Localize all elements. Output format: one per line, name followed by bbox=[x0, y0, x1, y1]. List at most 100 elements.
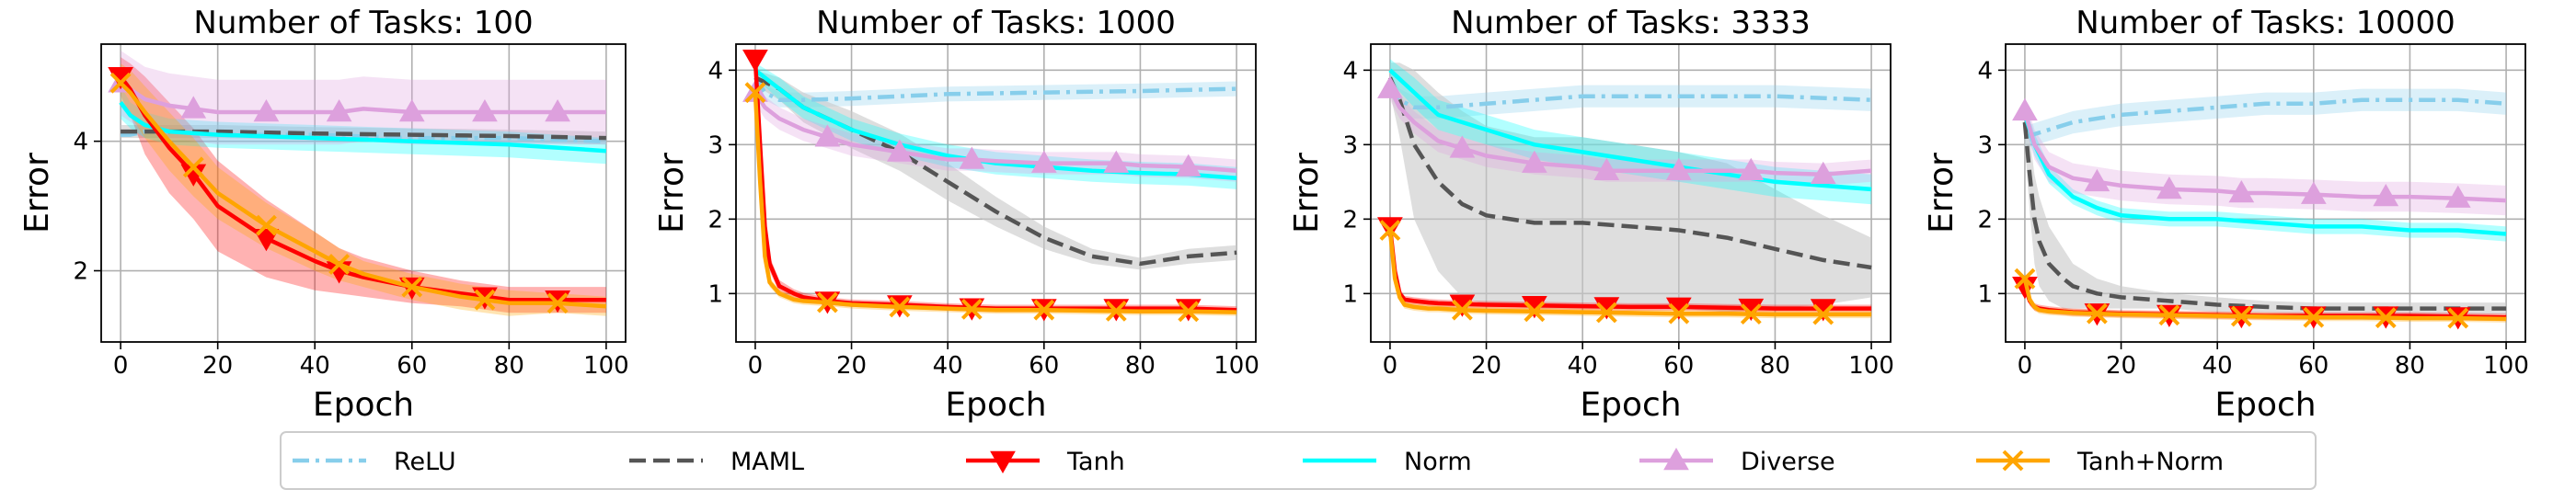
band-norm bbox=[2024, 103, 2507, 242]
x-tick-label: 80 bbox=[1125, 352, 1156, 380]
legend-item-tanh: Tanh bbox=[966, 448, 1125, 476]
marker-tanhnorm bbox=[2230, 305, 2252, 327]
x-tick-label: 20 bbox=[202, 352, 233, 380]
series-line-maml bbox=[121, 129, 606, 141]
x-tick-label: 20 bbox=[1471, 352, 1501, 380]
y-tick-label: 1 bbox=[1342, 280, 1358, 308]
y-tick-label: 2 bbox=[707, 206, 723, 233]
x-axis-label: Epoch bbox=[2214, 386, 2316, 424]
x-tick-label: 20 bbox=[2106, 352, 2136, 380]
band-relu bbox=[1389, 74, 1872, 119]
plot-frame bbox=[2005, 43, 2526, 343]
marker-tanh bbox=[742, 49, 768, 73]
marker-diverse bbox=[959, 146, 985, 169]
marker-tanhnorm bbox=[816, 291, 838, 313]
marker-diverse bbox=[2228, 179, 2255, 203]
series-line-tanh bbox=[119, 74, 606, 302]
marker-tanhnorm bbox=[2303, 306, 2325, 328]
marker-tanhnorm bbox=[1668, 302, 1690, 325]
x-tick-label: 20 bbox=[836, 352, 867, 380]
y-tick-label: 2 bbox=[1342, 206, 1358, 233]
plot-area bbox=[1377, 59, 1872, 325]
series-line-diverse bbox=[119, 81, 606, 115]
marker-diverse bbox=[1522, 150, 1547, 173]
y-tick-label: 2 bbox=[73, 258, 88, 286]
legend-label: Norm bbox=[1404, 448, 1472, 476]
marker-diverse bbox=[2444, 185, 2471, 208]
plot-frame bbox=[100, 43, 627, 343]
marker-tanhnorm bbox=[2375, 307, 2397, 329]
x-tick-label: 0 bbox=[113, 352, 129, 380]
y-axis-label: Error bbox=[1923, 153, 1961, 233]
legend-marker bbox=[2002, 450, 2024, 472]
band-relu bbox=[2024, 88, 2507, 149]
series-line-relu bbox=[2024, 97, 2507, 140]
band-relu bbox=[754, 70, 1237, 108]
plot-frame bbox=[735, 43, 1257, 343]
marker-tanhnorm bbox=[1178, 301, 1200, 323]
series-line-tanhnorm bbox=[753, 92, 1237, 314]
marker-tanhnorm-stroke bbox=[816, 291, 838, 313]
y-tick-label: 4 bbox=[1977, 57, 1993, 85]
marker-diverse bbox=[1593, 157, 1620, 180]
marker-diverse bbox=[398, 98, 425, 122]
x-tick-label: 100 bbox=[1848, 352, 1894, 380]
legend-label: ReLU bbox=[394, 448, 456, 476]
x-tick-label: 40 bbox=[2202, 352, 2233, 380]
legend-item-tanhnorm: Tanh+Norm bbox=[1976, 448, 2224, 476]
marker-tanhnorm bbox=[960, 298, 983, 320]
series-line-tanhnorm bbox=[2022, 278, 2507, 322]
series-line-diverse bbox=[2022, 110, 2507, 203]
marker-diverse bbox=[1810, 161, 1836, 184]
panel-title: Number of Tasks: 10000 bbox=[2076, 5, 2455, 41]
legend: ReLU MAML Tanh Norm Diverse Tanh+Norm bbox=[280, 431, 2317, 490]
band-maml bbox=[754, 70, 1237, 270]
marker-tanhnorm-stroke bbox=[2375, 307, 2397, 329]
marker-tanhnorm bbox=[109, 72, 132, 94]
series-line-diverse bbox=[1387, 87, 1872, 176]
marker-tanhnorm bbox=[2014, 268, 2036, 290]
x-tick-label: 40 bbox=[1568, 352, 1598, 380]
x-tick-label: 80 bbox=[494, 352, 524, 380]
panel-1: 0 20 40 60 80 100 2 4 Number of Tasks: 100 Epoch E… bbox=[18, 5, 629, 424]
marker-diverse bbox=[814, 124, 841, 147]
x-tick-label: 100 bbox=[2483, 352, 2529, 380]
plot-area bbox=[2012, 88, 2507, 330]
marker-diverse bbox=[1449, 135, 1476, 158]
series-line-diverse bbox=[753, 91, 1237, 173]
marker-tanhnorm-stroke bbox=[2447, 307, 2469, 329]
y-tick-label: 1 bbox=[707, 280, 723, 308]
marker-diverse bbox=[1175, 154, 1202, 176]
marker-tanhnorm-stroke bbox=[109, 72, 132, 94]
y-tick-label: 3 bbox=[1977, 131, 1993, 159]
x-tick-label: 0 bbox=[2018, 352, 2033, 380]
marker-tanhnorm-stroke bbox=[1033, 299, 1055, 321]
marker-diverse bbox=[2084, 168, 2110, 192]
panel-2: 0 20 40 60 80 100 1 2 3 4 Number of Tasks: 1000 Epo… bbox=[653, 5, 1259, 424]
legend-label: MAML bbox=[730, 448, 804, 476]
x-tick-label: 0 bbox=[748, 352, 764, 380]
plot-frame bbox=[1370, 43, 1892, 343]
legend-marker bbox=[990, 450, 1016, 474]
marker-tanhnorm-stroke bbox=[1379, 220, 1401, 241]
series-line-relu bbox=[753, 76, 1237, 102]
panel-title: Number of Tasks: 100 bbox=[193, 5, 533, 41]
y-tick-label: 4 bbox=[1342, 57, 1358, 85]
legend-item-relu: ReLU bbox=[293, 448, 456, 476]
legend-marker bbox=[1663, 447, 1689, 471]
marker-diverse bbox=[472, 98, 498, 122]
marker-diverse bbox=[2156, 176, 2182, 199]
marker-tanh bbox=[253, 229, 280, 252]
marker-diverse bbox=[1103, 150, 1130, 173]
y-tick-label: 4 bbox=[707, 57, 723, 85]
series-line-relu bbox=[1388, 84, 1872, 110]
x-tick-label: 80 bbox=[2395, 352, 2425, 380]
x-axis-label: Epoch bbox=[945, 386, 1046, 424]
y-tick-label: 3 bbox=[1342, 131, 1358, 159]
marker-tanhnorm bbox=[182, 156, 204, 178]
marker-diverse bbox=[253, 98, 280, 122]
marker-diverse bbox=[1377, 75, 1403, 98]
panel-3: 0 20 40 60 80 100 1 2 3 4 Number of Tasks: 3333 Epo… bbox=[1288, 5, 1894, 424]
marker-diverse bbox=[1665, 157, 1692, 180]
